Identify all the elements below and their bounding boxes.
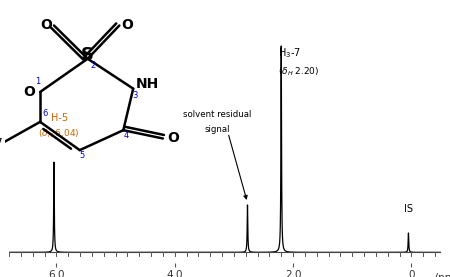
Text: 5: 5: [79, 152, 84, 160]
Text: 6: 6: [42, 109, 48, 118]
Text: O: O: [167, 132, 179, 145]
Text: 3: 3: [132, 91, 138, 100]
Text: IS: IS: [404, 204, 413, 214]
Text: 1: 1: [36, 78, 41, 86]
Text: H$_3$-7: H$_3$-7: [278, 47, 301, 60]
Text: O: O: [122, 19, 133, 32]
Text: S: S: [81, 46, 94, 63]
Text: signal: signal: [205, 125, 230, 134]
Text: ($\delta$$_H$ 6.04): ($\delta$$_H$ 6.04): [38, 128, 80, 140]
Text: 2: 2: [90, 61, 95, 70]
Text: (ppm): (ppm): [434, 273, 450, 277]
Text: O: O: [40, 19, 52, 32]
Text: solvent residual: solvent residual: [183, 110, 252, 119]
Text: O: O: [23, 85, 35, 99]
Text: 7: 7: [0, 138, 2, 148]
Text: 4: 4: [124, 132, 129, 140]
Text: NH: NH: [135, 77, 159, 91]
Text: ($\delta$$_H$ 2.20): ($\delta$$_H$ 2.20): [278, 65, 320, 78]
Text: H-5: H-5: [51, 113, 68, 123]
